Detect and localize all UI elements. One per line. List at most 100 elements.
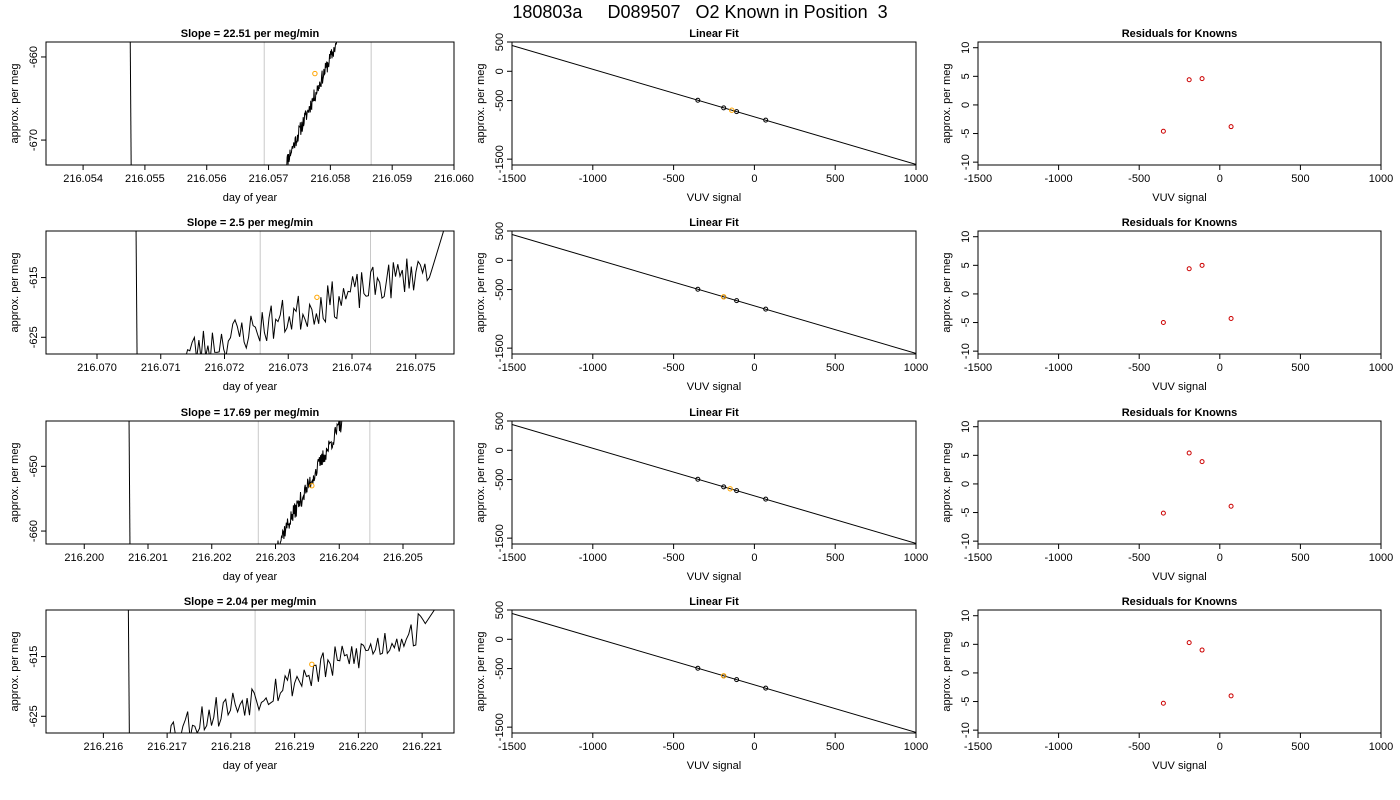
x-tick-label: 1000	[904, 741, 928, 753]
panel-middle-4: Linear Fit -1500 -1000 -500 0 500 1000 500 0 -500…	[475, 596, 928, 772]
y-tick-label: -615	[28, 646, 40, 668]
y-tick-label: -10	[960, 722, 972, 738]
y-tick-label: 0	[494, 636, 506, 642]
panel-title: Slope = 22.51 per meg/min	[181, 28, 320, 40]
x-tick-label: 216.205	[383, 552, 423, 564]
x-tick-label: 500	[1291, 741, 1309, 753]
data-point	[734, 298, 740, 304]
panel-title: Slope = 17.69 per meg/min	[181, 407, 320, 419]
y-tick-label: -625	[28, 705, 40, 727]
data-point	[1199, 262, 1205, 268]
trace-line	[185, 231, 445, 354]
y-tick-label: -500	[494, 658, 506, 680]
trace-line	[277, 421, 343, 544]
x-tick-label: 0	[1217, 552, 1223, 564]
y-axis-label: approx. per meg	[941, 63, 953, 143]
y-tick-label: 5	[960, 73, 972, 79]
plot-frame	[45, 609, 455, 734]
sample-point	[727, 486, 733, 492]
panel-middle-3: Linear Fit -1500 -1000 -500 0 500 1000 500 0 -500…	[475, 407, 928, 583]
x-tick-label: 1000	[904, 552, 928, 564]
plot-frame	[511, 230, 917, 355]
panel-left-3: Slope = 17.69 per meg/min 216.200 216.201 2…	[9, 407, 455, 583]
panel-middle-1: Linear Fit -1500 -1000 -500 0 500 1000 500 0 -500…	[475, 28, 928, 204]
x-tick-label: 216.200	[64, 552, 104, 564]
x-tick-label: -1500	[498, 741, 526, 753]
panel-title: Residuals for Knowns	[1122, 407, 1238, 419]
plot-area	[512, 234, 916, 354]
x-tick-label: 500	[826, 362, 844, 374]
y-axis-label: approx. per meg	[9, 63, 21, 143]
data-point	[1186, 640, 1192, 646]
trace-drop-line	[127, 610, 130, 733]
y-tick-label: -10	[960, 154, 972, 170]
x-axis-label: day of year	[223, 381, 278, 393]
plot-frame	[977, 420, 1382, 545]
data-point	[763, 117, 769, 123]
panel-left-4: Slope = 2.04 per meg/min 216.216 216.217 21…	[9, 596, 455, 772]
x-tick-label: 216.075	[396, 362, 436, 374]
x-tick-label: 216.057	[249, 173, 289, 185]
page-title: 180803a D089507 O2 Known in Position 3	[512, 2, 888, 22]
y-tick-label: -500	[494, 90, 506, 112]
x-axis-label: VUV signal	[1152, 571, 1206, 583]
x-tick-label: -500	[663, 173, 685, 185]
x-tick-label: 1000	[904, 173, 928, 185]
y-axis-label: approx. per meg	[941, 252, 953, 332]
x-tick-label: -1000	[579, 362, 607, 374]
panel-title: Linear Fit	[689, 407, 739, 419]
y-tick-label: 10	[960, 421, 972, 433]
x-axis-label: VUV signal	[687, 381, 741, 393]
y-axis-label: approx. per meg	[941, 631, 953, 711]
sample-point	[720, 673, 727, 679]
x-tick-label: -1500	[498, 552, 526, 564]
y-tick-label: -5	[960, 318, 972, 328]
data-point	[1186, 450, 1192, 456]
panel-left-2: Slope = 2.5 per meg/min 216.070 216.071 216…	[9, 217, 455, 393]
data-point	[1160, 700, 1166, 706]
x-tick-label: 0	[751, 173, 757, 185]
plot-frame	[511, 420, 917, 545]
data-point	[695, 286, 701, 292]
mean-marker	[309, 483, 315, 489]
y-tick-label: 10	[960, 231, 972, 243]
y-tick-label: 5	[960, 641, 972, 647]
data-point	[1228, 316, 1234, 322]
data-point	[721, 105, 727, 111]
y-tick-label: -615	[28, 267, 40, 289]
data-point	[1228, 693, 1234, 699]
x-tick-label: 500	[826, 173, 844, 185]
x-tick-label: -1500	[964, 173, 992, 185]
y-axis-label: approx. per meg	[475, 63, 487, 143]
x-tick-label: 1000	[1369, 741, 1393, 753]
plot-area	[127, 610, 435, 733]
data-point	[1228, 124, 1234, 130]
fit-line	[512, 424, 916, 544]
y-tick-label: 0	[494, 68, 506, 74]
x-axis-label: VUV signal	[1152, 381, 1206, 393]
x-tick-label: 1000	[1369, 362, 1393, 374]
plot-area	[1160, 262, 1234, 326]
x-tick-label: 1000	[904, 362, 928, 374]
mean-marker	[309, 661, 315, 668]
panel-title: Residuals for Knowns	[1122, 217, 1238, 229]
x-tick-label: 216.219	[275, 741, 315, 753]
x-tick-label: 216.056	[187, 173, 227, 185]
x-tick-label: 216.221	[402, 741, 442, 753]
mean-marker	[312, 70, 318, 77]
x-tick-label: -1000	[1045, 362, 1073, 374]
y-tick-label: -5	[960, 697, 972, 707]
x-tick-label: 216.201	[128, 552, 168, 564]
x-tick-label: 0	[1217, 741, 1223, 753]
plot-area	[1160, 450, 1234, 516]
x-tick-label: -1500	[498, 173, 526, 185]
x-tick-label: -1000	[579, 552, 607, 564]
y-tick-label: -625	[28, 326, 40, 348]
y-tick-label: 500	[494, 601, 506, 619]
y-axis-label: approx. per meg	[941, 442, 953, 522]
x-tick-label: 216.072	[205, 362, 245, 374]
x-tick-label: 216.220	[338, 741, 378, 753]
y-tick-label: -500	[494, 469, 506, 491]
y-tick-label: 0	[494, 257, 506, 263]
y-tick-label: 10	[960, 42, 972, 54]
